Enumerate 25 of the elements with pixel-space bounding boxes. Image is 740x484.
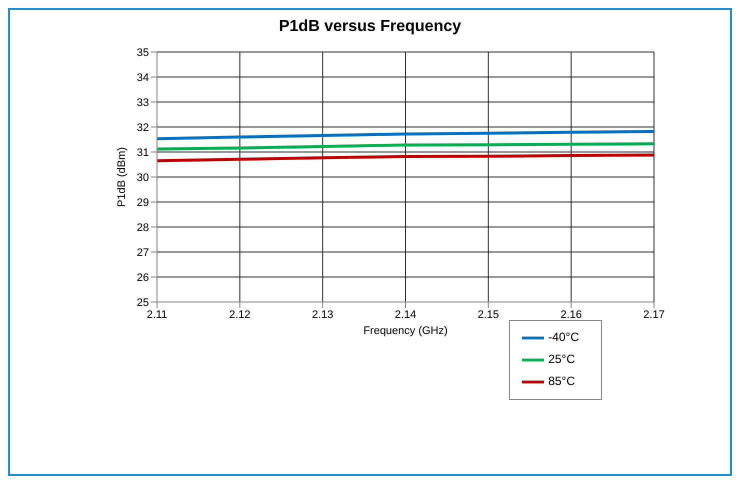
y-axis-title: P1dB (dBm) xyxy=(116,147,128,207)
line-series xyxy=(157,130,654,140)
y-tick-label: 29 xyxy=(136,196,149,209)
y-tick-label: 32 xyxy=(136,122,149,134)
y-tick-label: 34 xyxy=(136,72,149,84)
x-tick-label: 2.12 xyxy=(229,308,251,321)
x-tick-label: 2.15 xyxy=(478,308,500,321)
y-tick-label: 26 xyxy=(136,272,149,284)
y-tick-label: 30 xyxy=(136,172,149,184)
y-tick-label: 33 xyxy=(136,96,149,109)
y-tick-label: 28 xyxy=(136,222,149,234)
chart-title: P1dB versus Frequency xyxy=(278,18,462,36)
legend-label: -40°C xyxy=(548,330,579,344)
x-tick-label: 2.14 xyxy=(394,308,416,321)
legend-label: 25°C xyxy=(548,352,575,366)
y-tick-label: 27 xyxy=(136,246,149,259)
y-tick-label: 35 xyxy=(136,46,149,59)
legend-label: 85°C xyxy=(548,374,575,388)
y-tick-label: 31 xyxy=(136,146,149,159)
x-tick-label: 2.16 xyxy=(560,308,582,321)
x-tick-label: 2.13 xyxy=(312,308,334,321)
x-tick-label: 2.11 xyxy=(146,308,168,321)
x-tick-label: 2.17 xyxy=(643,308,665,321)
y-tick-label: 25 xyxy=(136,296,149,309)
x-axis-title: Frequency (GHz) xyxy=(363,325,448,337)
